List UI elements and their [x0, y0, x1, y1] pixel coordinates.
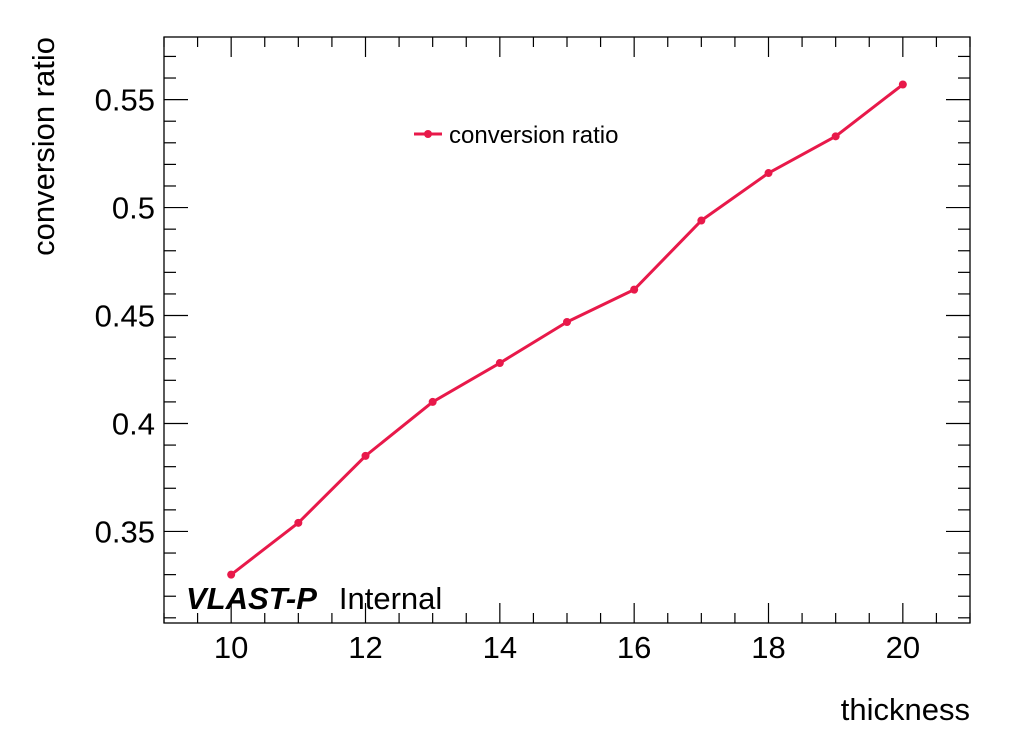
internal-annotation: VLAST-P Internal [186, 581, 442, 616]
y-tick-label: 0.45 [95, 299, 155, 334]
x-tick-label: 16 [617, 630, 651, 665]
data-point [495, 359, 504, 368]
data-point [630, 285, 639, 294]
legend-marker [424, 130, 432, 138]
x-tick-label: 12 [348, 630, 382, 665]
x-axis-title: thickness [841, 692, 970, 727]
data-point [831, 132, 840, 141]
x-tick-labels: 10 12 14 16 18 20 [214, 630, 920, 665]
y-tick-label: 0.35 [95, 514, 155, 549]
x-tick-label: 10 [214, 630, 248, 665]
data-point [361, 451, 370, 460]
data-point [294, 518, 303, 527]
series-line [230, 83, 904, 576]
data-point [898, 80, 907, 89]
y-tick-labels: 0.35 0.4 0.45 0.5 0.55 [95, 83, 155, 550]
legend: conversion ratio [414, 122, 618, 149]
x-tick-label: 18 [751, 630, 785, 665]
annotation-bold: VLAST-P [186, 581, 317, 616]
y-axis-title: conversion ratio [26, 37, 61, 256]
data-point [697, 216, 706, 225]
axis-ticks [163, 37, 971, 623]
series-layer [227, 80, 907, 579]
legend-label: conversion ratio [449, 122, 618, 149]
y-tick-label: 0.4 [112, 406, 155, 441]
y-tick-label: 0.5 [112, 191, 155, 226]
data-point [227, 570, 236, 579]
x-tick-label: 20 [886, 630, 920, 665]
data-point [428, 397, 437, 406]
x-tick-label: 14 [483, 630, 517, 665]
annotation-normal: Internal [339, 581, 442, 616]
data-point [563, 318, 571, 327]
data-point [764, 169, 773, 178]
y-tick-label: 0.55 [95, 83, 155, 118]
